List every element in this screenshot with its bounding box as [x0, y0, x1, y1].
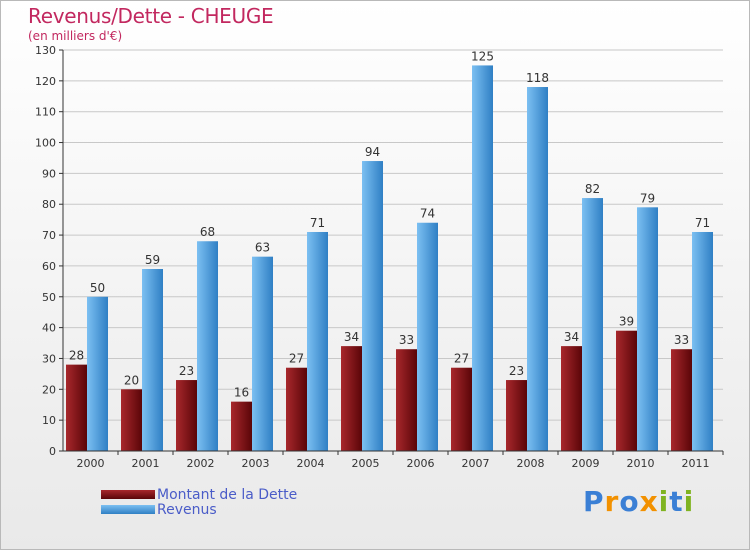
y-tick-label: 0 [49, 445, 56, 458]
legend-item-revenus: Revenus [101, 501, 297, 518]
logo-letter: r [604, 485, 620, 518]
bar-revenus [87, 296, 108, 451]
y-tick-label: 50 [42, 291, 56, 304]
x-tick-label: 2009 [572, 457, 600, 470]
data-label: 23 [509, 364, 524, 378]
bar-revenus [307, 231, 328, 451]
data-label: 71 [695, 216, 710, 230]
data-label: 34 [564, 330, 579, 344]
y-tick-label: 90 [42, 167, 56, 180]
data-label: 82 [585, 182, 600, 196]
y-tick-label: 120 [35, 75, 56, 88]
logo-letter: P [583, 485, 605, 518]
y-tick-label: 60 [42, 260, 56, 273]
y-tick-label: 30 [42, 352, 56, 365]
legend-label-dette: Montant de la Dette [157, 486, 298, 503]
x-tick-label: 2011 [682, 457, 710, 470]
y-tick-label: 40 [42, 322, 56, 335]
logo-letter: i [658, 485, 670, 518]
logo-letter: i [683, 485, 695, 518]
bar-revenus [472, 65, 493, 451]
data-label: 94 [365, 145, 380, 159]
bar-revenus [582, 198, 603, 451]
data-label: 118 [526, 71, 549, 85]
x-tick-label: 2004 [297, 457, 325, 470]
bar-dette [121, 389, 142, 451]
bar-revenus [637, 207, 658, 451]
legend-swatch-revenus [101, 505, 155, 514]
legend-item-dette: Montant de la Dette [101, 486, 298, 503]
legend-label-revenus: Revenus [157, 501, 217, 518]
x-tick-label: 2003 [242, 457, 270, 470]
data-label: 39 [619, 315, 634, 329]
data-label: 79 [640, 191, 655, 205]
x-tick-label: 2002 [187, 457, 215, 470]
x-tick-label: 2000 [77, 457, 105, 470]
bar-dette [616, 330, 637, 451]
x-tick-label: 2001 [132, 457, 160, 470]
legend-swatch-dette [101, 490, 155, 499]
y-tick-label: 100 [35, 137, 56, 150]
bar-dette [561, 346, 582, 451]
data-label: 27 [289, 352, 304, 366]
chart-title: Revenus/Dette - CHEUGE [28, 4, 274, 28]
chart-subtitle: (en milliers d'€) [28, 29, 123, 43]
bar-dette [286, 367, 307, 451]
y-tick-label: 70 [42, 229, 56, 242]
y-tick-label: 130 [35, 44, 56, 57]
data-label: 50 [90, 281, 105, 295]
bar-revenus [252, 256, 273, 451]
data-label: 23 [179, 364, 194, 378]
x-tick-label: 2007 [462, 457, 490, 470]
data-label: 33 [674, 333, 689, 347]
logo-letter: t [669, 485, 684, 518]
bar-revenus [417, 222, 438, 451]
data-label: 68 [200, 225, 215, 239]
proxiti-logo: Proxiti [583, 485, 694, 518]
data-label: 20 [124, 373, 139, 387]
bar-revenus [527, 87, 548, 451]
bar-dette [396, 349, 417, 451]
bar-dette [66, 364, 87, 451]
data-label: 63 [255, 241, 270, 255]
logo-letter: o [619, 485, 640, 518]
logo-letter: x [639, 485, 659, 518]
bar-revenus [692, 231, 713, 451]
y-tick-label: 20 [42, 383, 56, 396]
data-label: 33 [399, 333, 414, 347]
bar-revenus [142, 269, 163, 451]
x-tick-label: 2010 [627, 457, 655, 470]
y-tick-label: 80 [42, 198, 56, 211]
bar-revenus [362, 161, 383, 452]
data-label: 74 [420, 207, 435, 221]
data-label: 34 [344, 330, 359, 344]
data-label: 27 [454, 352, 469, 366]
x-tick-label: 2008 [517, 457, 545, 470]
bar-dette [231, 401, 252, 451]
data-label: 59 [145, 253, 160, 267]
y-tick-label: 110 [35, 106, 56, 119]
legend: Montant de la Dette Revenus [101, 486, 298, 518]
data-label: 71 [310, 216, 325, 230]
data-label: 125 [471, 49, 494, 63]
bar-dette [451, 367, 472, 451]
bar-dette [671, 349, 692, 451]
y-tick-label: 10 [42, 414, 56, 427]
bar-dette [506, 380, 527, 451]
bar-revenus [197, 241, 218, 451]
bar-dette [341, 346, 362, 451]
bar-dette [176, 380, 197, 451]
data-label: 28 [69, 349, 84, 363]
x-tick-label: 2006 [407, 457, 435, 470]
x-tick-label: 2005 [352, 457, 380, 470]
data-label: 16 [234, 386, 249, 400]
